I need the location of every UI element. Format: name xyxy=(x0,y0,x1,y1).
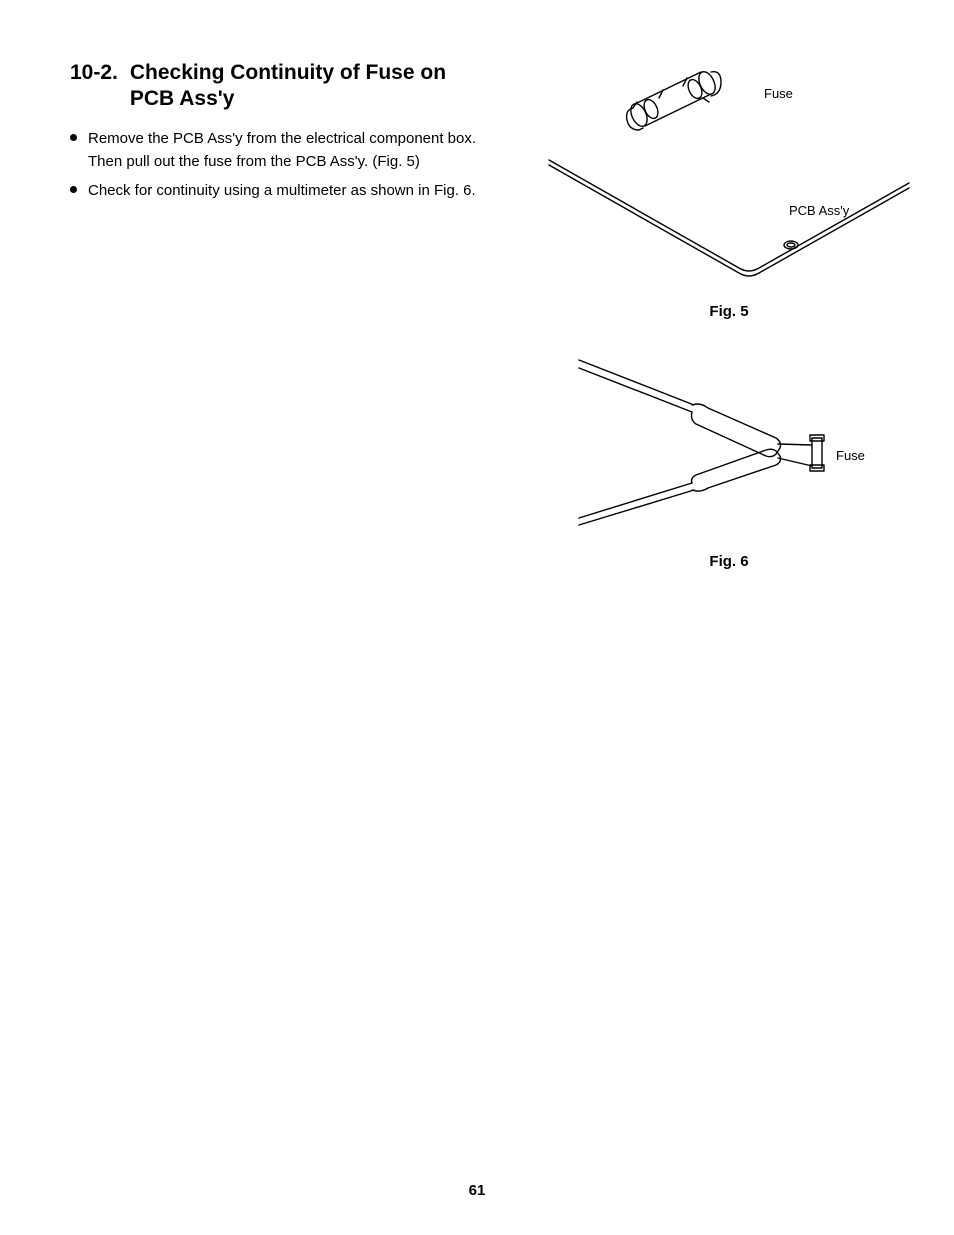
heading-number: 10-2. xyxy=(70,60,118,86)
fig6-fuse-label: Fuse xyxy=(836,448,865,463)
figure-5: Fuse PCB Ass'y xyxy=(544,60,914,295)
page: 10-2. Checking Continuity of Fuse on PCB… xyxy=(0,0,954,1235)
fig5-pcb-label: PCB Ass'y xyxy=(789,203,850,218)
section-heading: 10-2. Checking Continuity of Fuse on PCB… xyxy=(70,60,490,113)
fig5-fuse-label: Fuse xyxy=(764,86,793,101)
bullet-item: Remove the PCB Ass'y from the electrical… xyxy=(70,127,490,174)
bullet-list: Remove the PCB Ass'y from the electrical… xyxy=(70,127,490,203)
page-number: 61 xyxy=(0,1182,954,1199)
bullet-text: Check for continuity using a multimeter … xyxy=(88,182,476,199)
bullet-text: Remove the PCB Ass'y from the electrical… xyxy=(88,130,476,170)
figure-6: Fuse xyxy=(544,350,914,545)
fig5-caption: Fig. 5 xyxy=(544,303,914,320)
fig6-caption: Fig. 6 xyxy=(544,553,914,570)
figure-area: Fuse PCB Ass'y Fig. 5 xyxy=(544,60,914,600)
heading-title: Checking Continuity of Fuse on PCB Ass'y xyxy=(130,60,490,113)
fig6-svg: Fuse xyxy=(544,350,914,540)
bullet-item: Check for continuity using a multimeter … xyxy=(70,179,490,202)
fig5-svg: Fuse PCB Ass'y xyxy=(544,60,914,290)
